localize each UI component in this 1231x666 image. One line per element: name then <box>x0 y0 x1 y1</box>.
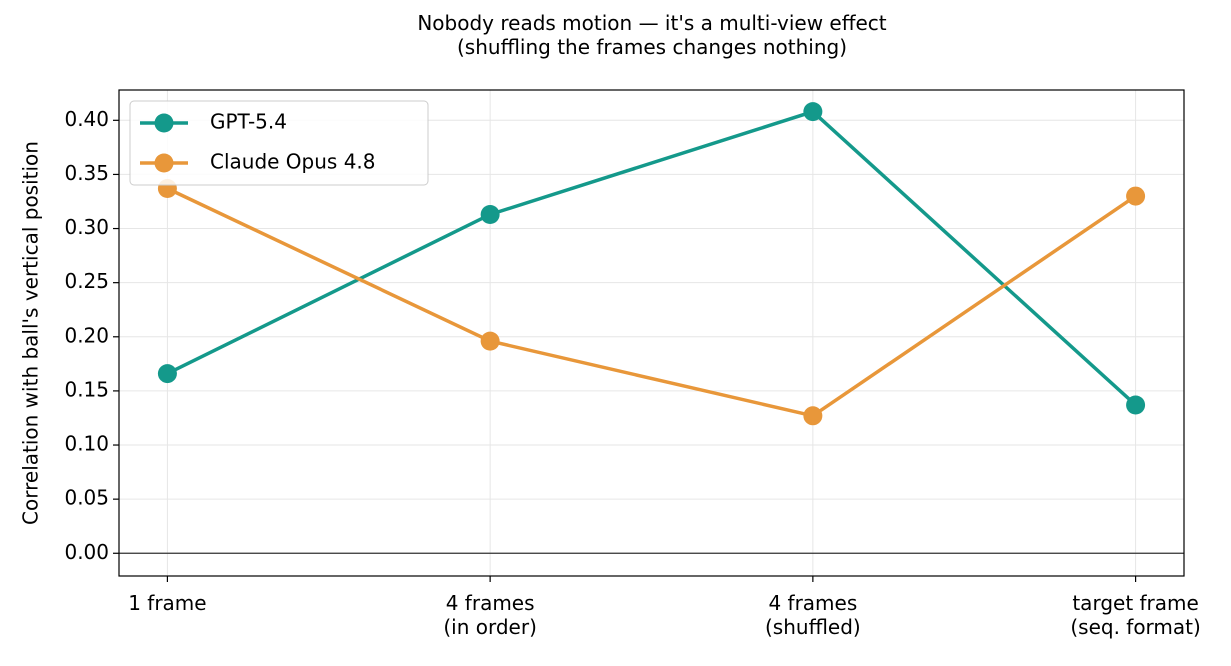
x-tick-label: target frame (seq. format) <box>1070 591 1200 639</box>
y-axis-label: Correlation with ball's vertical positio… <box>19 141 43 525</box>
data-point <box>480 331 500 351</box>
data-point <box>803 406 823 426</box>
y-tick-label: 0.15 <box>64 377 109 401</box>
x-tick-label: 4 frames (in order) <box>443 591 537 639</box>
plot-frame <box>118 89 1185 577</box>
y-tick-label: 0.25 <box>64 269 109 293</box>
legend-marker <box>154 113 174 133</box>
data-point <box>1126 186 1146 206</box>
legend-label: GPT-5.4 <box>210 110 287 134</box>
legend-box <box>129 100 429 186</box>
y-tick-label: 0.40 <box>64 107 109 131</box>
y-tick-label: 0.00 <box>64 540 109 564</box>
x-tick-label: 4 frames (shuffled) <box>765 591 861 639</box>
data-point <box>803 102 823 122</box>
chart-title: Nobody reads motion — it's a multi-view … <box>417 11 886 59</box>
legend-label: Claude Opus 4.8 <box>210 150 376 174</box>
y-tick-label: 0.10 <box>64 432 109 456</box>
legend-marker <box>154 153 174 173</box>
legend: GPT-5.4 Claude Opus 4.8 <box>129 100 429 186</box>
y-tick-label: 0.05 <box>64 486 109 510</box>
series-line <box>166 109 1137 407</box>
y-tick-label: 0.30 <box>64 215 109 239</box>
data-point <box>480 204 500 224</box>
y-tick-label: 0.35 <box>64 161 109 185</box>
y-tick-label: 0.20 <box>64 323 109 347</box>
series-line <box>166 186 1137 418</box>
data-point <box>157 364 177 384</box>
data-point <box>1126 395 1146 415</box>
x-tick-label: 1 frame <box>128 591 206 615</box>
